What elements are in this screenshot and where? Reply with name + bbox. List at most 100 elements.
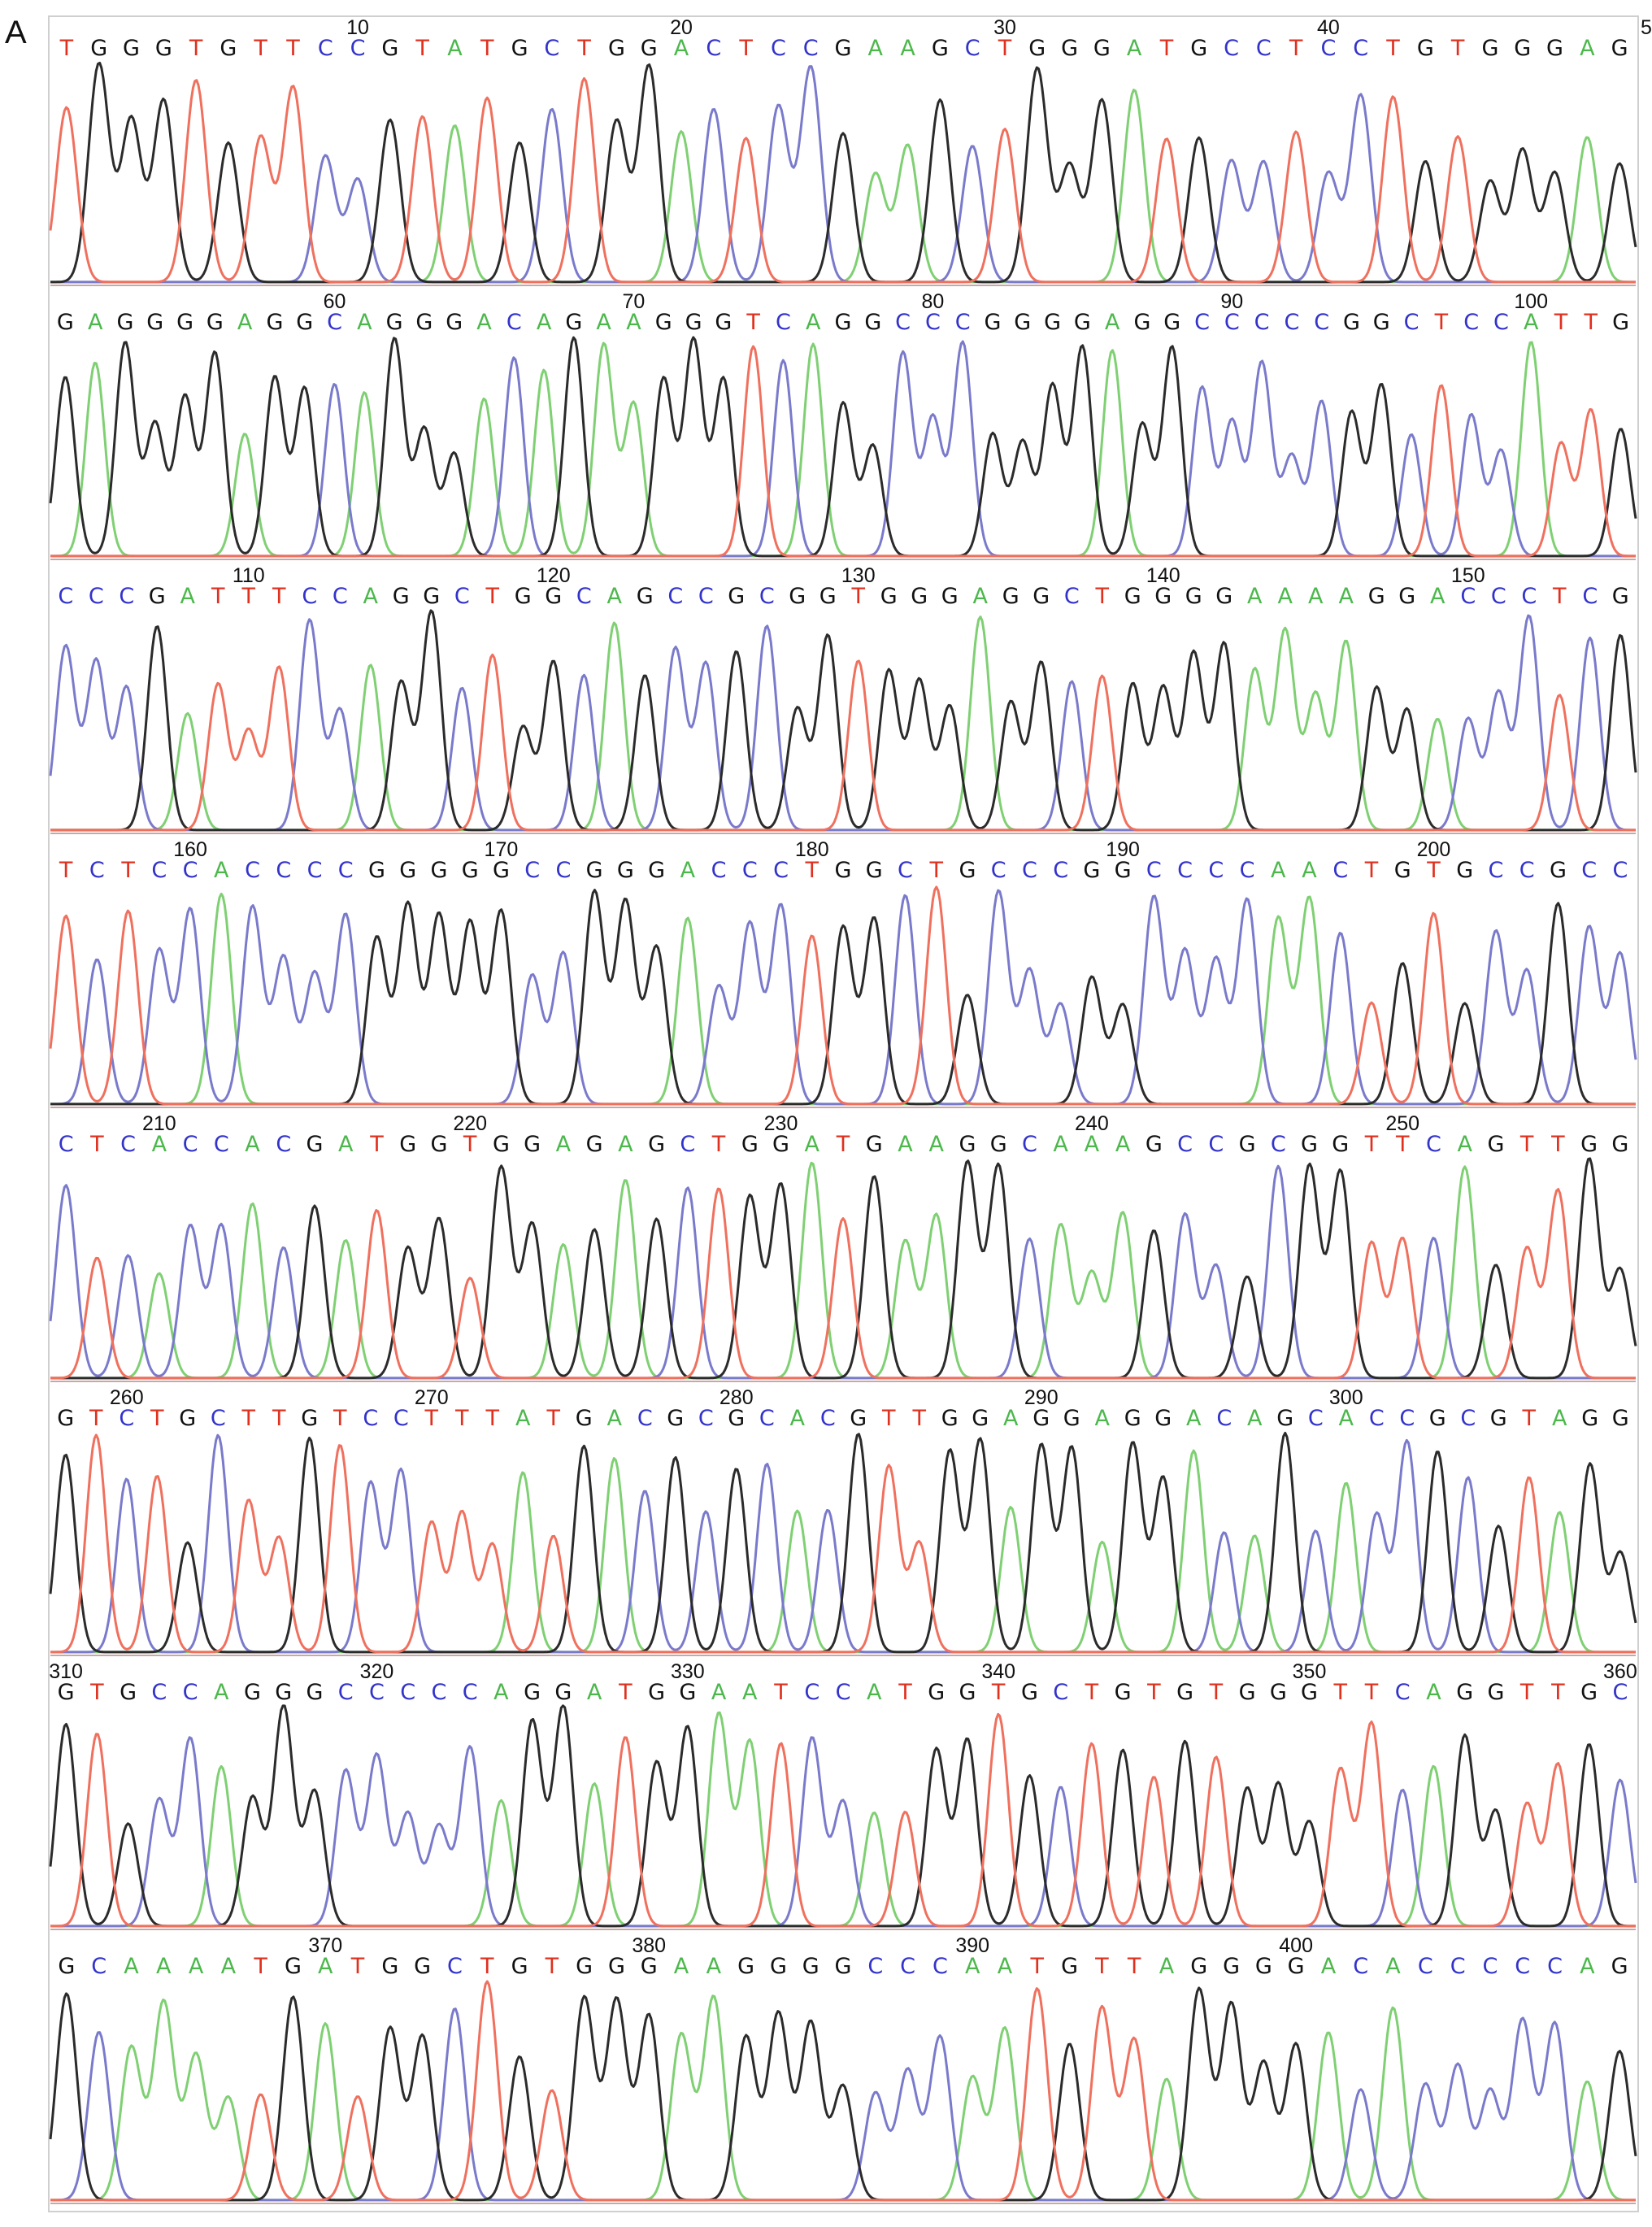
base-call: A (447, 36, 463, 61)
base-call: G (306, 1680, 324, 1705)
base-call: T (1146, 1680, 1161, 1705)
base-call: G (117, 310, 134, 335)
base-call: A (1302, 858, 1317, 883)
base-call: T (545, 1954, 559, 1979)
base-call: G (789, 584, 806, 609)
base-call: G (58, 1954, 75, 1979)
base-call: A (1278, 584, 1293, 609)
base-call: C (1463, 310, 1479, 335)
base-call: C (1395, 1680, 1411, 1705)
base-call: C (1053, 858, 1068, 883)
base-call: A (790, 1406, 806, 1431)
base-call: T (546, 1406, 561, 1431)
base-call: G (545, 584, 562, 609)
position-label: 390 (955, 1934, 989, 1957)
base-call: A (124, 1954, 139, 1979)
base-call: C (1177, 858, 1193, 883)
trace-T (50, 1433, 1636, 1654)
base-call: A (180, 584, 196, 609)
trace-A (50, 1161, 1636, 1380)
base-call: T (711, 1132, 726, 1157)
base-call: C (393, 1406, 409, 1431)
base-call: G (1611, 1132, 1628, 1157)
base-call: A (476, 310, 492, 335)
base-call: G (414, 1954, 431, 1979)
position-label: 150 (1451, 564, 1485, 587)
base-call: T (424, 1406, 439, 1431)
base-call: C (302, 584, 317, 609)
base-call: G (959, 1680, 976, 1705)
base-call: C (1194, 310, 1210, 335)
base-call: G (1074, 310, 1091, 335)
base-call: C (119, 584, 134, 609)
base-call: G (1611, 1954, 1628, 1979)
position-label: 300 (1329, 1386, 1363, 1409)
base-call: T (1385, 36, 1400, 61)
base-call: C (1271, 1132, 1286, 1157)
base-call: G (1083, 858, 1100, 883)
base-call: C (350, 36, 366, 61)
base-call: C (555, 858, 571, 883)
trace-G (49, 336, 1637, 558)
base-call: A (867, 1680, 882, 1705)
position-label: 10 (346, 16, 369, 39)
base-call: A (1339, 1406, 1354, 1431)
base-call: G (1176, 1680, 1193, 1705)
base-call: T (253, 1954, 267, 1979)
base-call: C (1208, 1132, 1224, 1157)
base-call: T (998, 36, 1012, 61)
base-call: T (836, 1132, 850, 1157)
base-call: A (1115, 1132, 1131, 1157)
base-call: C (711, 858, 727, 883)
base-call: A (1159, 1954, 1175, 1979)
base-call: T (1364, 1680, 1379, 1705)
position-label: 160 (173, 838, 207, 861)
base-call: C (1022, 1132, 1037, 1157)
base-call: C (1177, 1132, 1193, 1157)
base-call: G (1124, 1406, 1141, 1431)
base-call: A (221, 1954, 237, 1979)
base-call: G (1239, 1132, 1256, 1157)
position-label: 360 (1603, 1660, 1637, 1683)
base-call: G (802, 1954, 819, 1979)
base-call: T (485, 1406, 500, 1431)
base-call: A (245, 1132, 260, 1157)
base-call: C (59, 1132, 74, 1157)
base-call: C (183, 1680, 198, 1705)
base-call: G (685, 310, 702, 335)
position-label: 30 (993, 16, 1016, 39)
base-call: A (556, 1132, 572, 1157)
base-call: C (867, 1954, 883, 1979)
base-call: C (1224, 310, 1240, 335)
base-call: T (1522, 1406, 1537, 1431)
base-call: C (89, 584, 104, 609)
base-call: C (698, 1406, 714, 1431)
base-call: G (835, 858, 852, 883)
base-call: T (1519, 1680, 1534, 1705)
base-call: A (868, 36, 884, 61)
base-call: G (381, 36, 398, 61)
base-call: A (680, 858, 696, 883)
base-call: G (972, 1406, 989, 1431)
base-call: C (1460, 1406, 1476, 1431)
base-call: G (641, 36, 658, 61)
base-call: G (835, 1954, 852, 1979)
base-call: G (866, 858, 883, 883)
base-call: A (515, 1406, 531, 1431)
base-call: G (1061, 36, 1078, 61)
base-call: G (1061, 1954, 1078, 1979)
position-label: 100 (1514, 290, 1548, 313)
base-call: A (1053, 1132, 1068, 1157)
base-call: G (1115, 858, 1132, 883)
position-label: 70 (623, 290, 646, 313)
base-call: A (706, 1954, 722, 1979)
base-call: G (462, 858, 479, 883)
base-call: A (1271, 858, 1286, 883)
trace-T (50, 653, 1636, 832)
position-label: 230 (764, 1112, 798, 1135)
base-call: G (446, 310, 463, 335)
